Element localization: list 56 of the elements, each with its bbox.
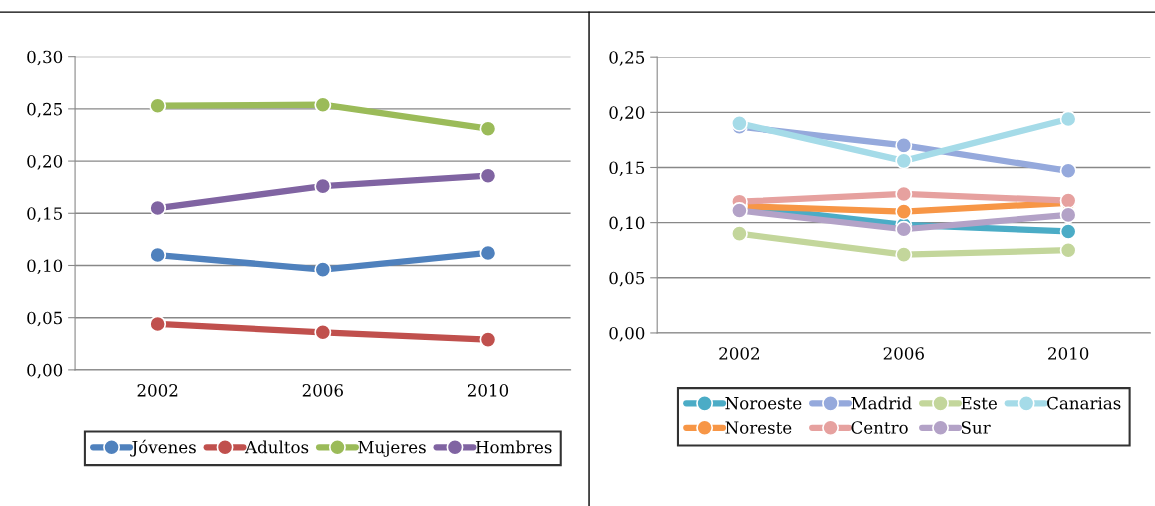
legend-label: Noreste: [725, 421, 792, 434]
point: [314, 177, 332, 195]
legend-label: Canarias: [1047, 396, 1121, 410]
y-tick-label: 0,05: [609, 271, 645, 287]
legend-label: Madrid: [851, 396, 912, 410]
point: [314, 261, 332, 279]
y-tick-label: 0,15: [27, 207, 62, 222]
point: [1059, 206, 1077, 224]
y-tick-label: 0,05: [27, 311, 62, 327]
x-tick-label: 2006: [302, 384, 343, 397]
point: [895, 185, 913, 203]
legend-label: Mujeres: [358, 440, 426, 457]
point: [730, 202, 748, 219]
point: [730, 114, 748, 132]
legend-label: Noroeste: [725, 397, 802, 410]
y-tick-label: 0,15: [609, 161, 645, 177]
y-tick-label: 0,30: [27, 50, 63, 66]
point: [1059, 222, 1077, 240]
y-tick-label: 0,10: [609, 216, 645, 232]
y-tick-label: 0,25: [609, 51, 645, 66]
x-tick-label: 2002: [719, 347, 759, 360]
x-tick-label: 2002: [137, 384, 178, 397]
x-tick-label: 2006: [883, 347, 924, 360]
y-tick-label: 0,20: [27, 155, 63, 170]
point: [314, 96, 332, 114]
legend-label: Centro: [851, 421, 908, 434]
point: [1059, 110, 1077, 128]
point: [1059, 241, 1077, 259]
point: [479, 167, 497, 185]
point: [149, 315, 167, 333]
point: [479, 331, 497, 349]
legend-label: Hombres: [475, 440, 552, 454]
legend-label: Sur: [961, 421, 991, 434]
point: [149, 199, 167, 217]
point: [895, 246, 913, 264]
legend-label: Jóvenes: [130, 439, 196, 457]
y-tick-label: 0,00: [27, 363, 63, 379]
x-tick-label: 2010: [1048, 347, 1089, 360]
y-tick-label: 0,25: [27, 102, 62, 118]
point: [895, 203, 913, 221]
y-tick-label: 0,10: [27, 259, 63, 275]
legend-label: Este: [961, 397, 997, 410]
y-tick-label: 0,20: [609, 106, 645, 121]
point: [314, 323, 332, 341]
x-tick-label: 2010: [467, 384, 509, 397]
point: [895, 136, 913, 154]
point: [479, 120, 497, 138]
y-tick-label: 0,00: [609, 326, 645, 342]
point: [479, 244, 497, 262]
point: [895, 152, 913, 170]
point: [730, 225, 748, 243]
point: [1059, 162, 1077, 180]
point: [149, 97, 167, 115]
point: [149, 246, 167, 264]
point: [895, 220, 913, 238]
legend-label: Adultos: [244, 440, 309, 454]
